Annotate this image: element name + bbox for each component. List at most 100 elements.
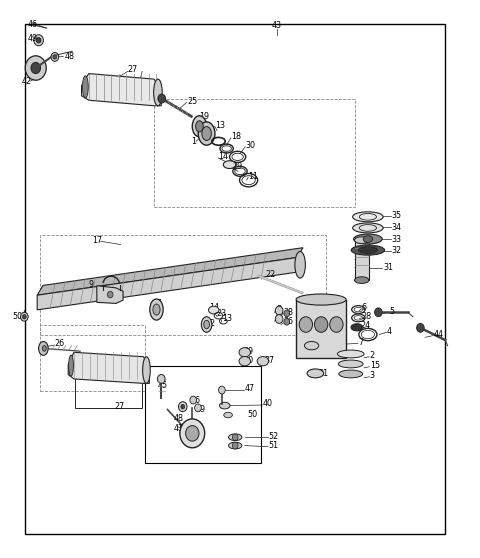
Text: 49: 49 [196,405,206,414]
Text: 52: 52 [269,432,279,441]
Text: 24: 24 [360,321,371,330]
Circle shape [276,315,283,324]
Circle shape [23,315,26,319]
Ellipse shape [353,212,383,222]
Text: 22: 22 [265,270,276,279]
Bar [25,23,445,535]
Text: 15: 15 [370,361,380,370]
Text: 37: 37 [265,356,275,365]
Circle shape [284,319,289,325]
Circle shape [232,434,238,441]
Text: 43: 43 [272,21,282,30]
Text: 10: 10 [103,289,112,298]
Text: 8: 8 [277,305,282,314]
Ellipse shape [354,234,382,244]
Text: 40: 40 [263,400,273,408]
Bar [154,99,355,207]
Text: 2: 2 [370,351,375,360]
Circle shape [374,308,382,317]
Ellipse shape [295,252,305,278]
Circle shape [186,426,199,441]
Ellipse shape [208,306,219,314]
Bar [39,325,144,391]
Ellipse shape [355,237,369,243]
Ellipse shape [351,324,363,331]
Text: 46: 46 [191,396,200,405]
Circle shape [195,404,201,412]
Text: 42: 42 [22,77,32,86]
Text: 11: 11 [249,172,259,181]
Text: 39: 39 [244,347,254,355]
Text: 44: 44 [433,330,443,339]
Ellipse shape [198,122,215,145]
Ellipse shape [154,79,162,106]
Text: 13: 13 [222,315,232,324]
Ellipse shape [192,116,206,137]
Text: 31: 31 [383,263,393,272]
Text: 19: 19 [199,112,210,122]
Text: 30: 30 [246,141,256,150]
Circle shape [36,37,41,43]
Ellipse shape [359,247,377,253]
Circle shape [179,402,187,412]
Ellipse shape [223,161,236,169]
Text: 35: 35 [392,211,402,220]
Polygon shape [68,352,149,383]
Text: 4: 4 [387,326,392,336]
Bar [296,300,347,358]
Polygon shape [37,248,303,295]
Text: 14: 14 [218,152,228,161]
Polygon shape [82,74,161,106]
Text: 46: 46 [28,20,37,29]
Ellipse shape [153,304,160,315]
Ellipse shape [338,360,363,368]
Ellipse shape [201,317,212,333]
Text: 9: 9 [88,280,94,289]
Circle shape [180,419,204,448]
Text: 48: 48 [64,52,74,61]
Text: 17: 17 [92,235,102,244]
Bar [355,240,369,280]
Circle shape [276,306,283,315]
Text: 14: 14 [209,304,219,312]
Text: 45: 45 [158,381,168,390]
Text: 1: 1 [191,137,196,146]
Ellipse shape [363,235,372,242]
Ellipse shape [351,245,384,255]
Polygon shape [37,257,297,310]
Text: 8: 8 [277,314,282,323]
Text: 27: 27 [115,402,125,411]
Text: 41: 41 [173,425,183,434]
Text: 26: 26 [55,339,65,348]
Ellipse shape [143,357,150,383]
Text: 48: 48 [173,415,183,424]
Circle shape [417,324,424,333]
Ellipse shape [204,320,209,329]
Text: 3: 3 [370,371,375,380]
Polygon shape [97,286,123,304]
Ellipse shape [224,412,232,418]
Ellipse shape [42,345,46,351]
Ellipse shape [219,402,230,409]
Text: 49: 49 [28,33,38,42]
Ellipse shape [239,357,251,366]
Ellipse shape [296,294,346,305]
Bar [144,366,262,463]
Ellipse shape [353,223,383,233]
Ellipse shape [307,369,324,378]
Ellipse shape [83,76,88,98]
Text: 23: 23 [216,309,226,318]
Circle shape [108,291,113,298]
Ellipse shape [150,299,163,320]
Text: 13: 13 [215,121,225,129]
Text: 32: 32 [392,246,402,255]
Circle shape [25,56,46,80]
Circle shape [51,52,59,61]
Bar [75,363,142,408]
Circle shape [21,312,28,321]
Text: 38: 38 [284,308,294,317]
Ellipse shape [196,121,203,132]
Text: 16: 16 [152,299,162,308]
Ellipse shape [228,442,242,449]
Circle shape [157,374,165,383]
